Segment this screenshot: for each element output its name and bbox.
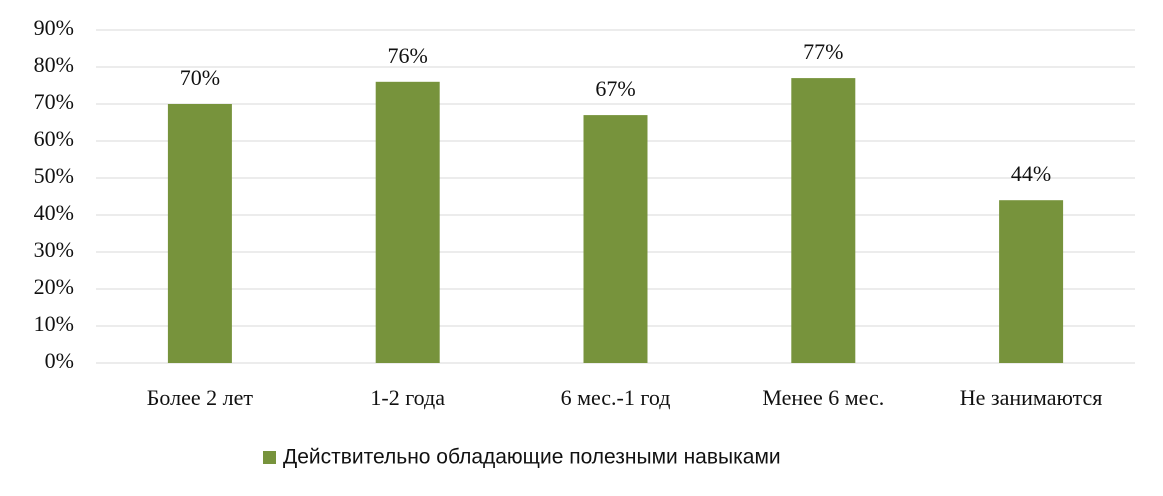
x-tick-label: 1-2 года [370, 385, 445, 410]
y-tick-label: 50% [34, 163, 74, 188]
bar [999, 200, 1064, 363]
x-tick-label: Более 2 лет [147, 385, 254, 410]
data-label: 77% [803, 39, 843, 64]
bar [791, 78, 856, 363]
y-tick-label: 40% [34, 200, 74, 225]
y-tick-label: 70% [34, 89, 74, 114]
y-tick-label: 20% [34, 274, 74, 299]
data-label: 70% [180, 65, 220, 90]
bar [167, 104, 232, 363]
legend-swatch [263, 451, 276, 464]
bar [583, 115, 648, 363]
data-label: 76% [388, 43, 428, 68]
y-tick-label: 10% [34, 311, 74, 336]
y-tick-label: 30% [34, 237, 74, 262]
x-tick-label: 6 мес.-1 год [561, 385, 671, 410]
bar [375, 81, 440, 364]
y-tick-label: 90% [34, 15, 74, 40]
data-label: 67% [595, 76, 635, 101]
x-tick-label: Не занимаются [960, 385, 1103, 410]
legend-text: Действительно обладающие полезными навык… [283, 446, 781, 469]
data-label: 44% [1011, 161, 1051, 186]
y-tick-label: 0% [45, 348, 74, 373]
x-tick-label: Менее 6 мес. [762, 385, 884, 410]
y-tick-label: 80% [34, 52, 74, 77]
y-tick-label: 60% [34, 126, 74, 151]
